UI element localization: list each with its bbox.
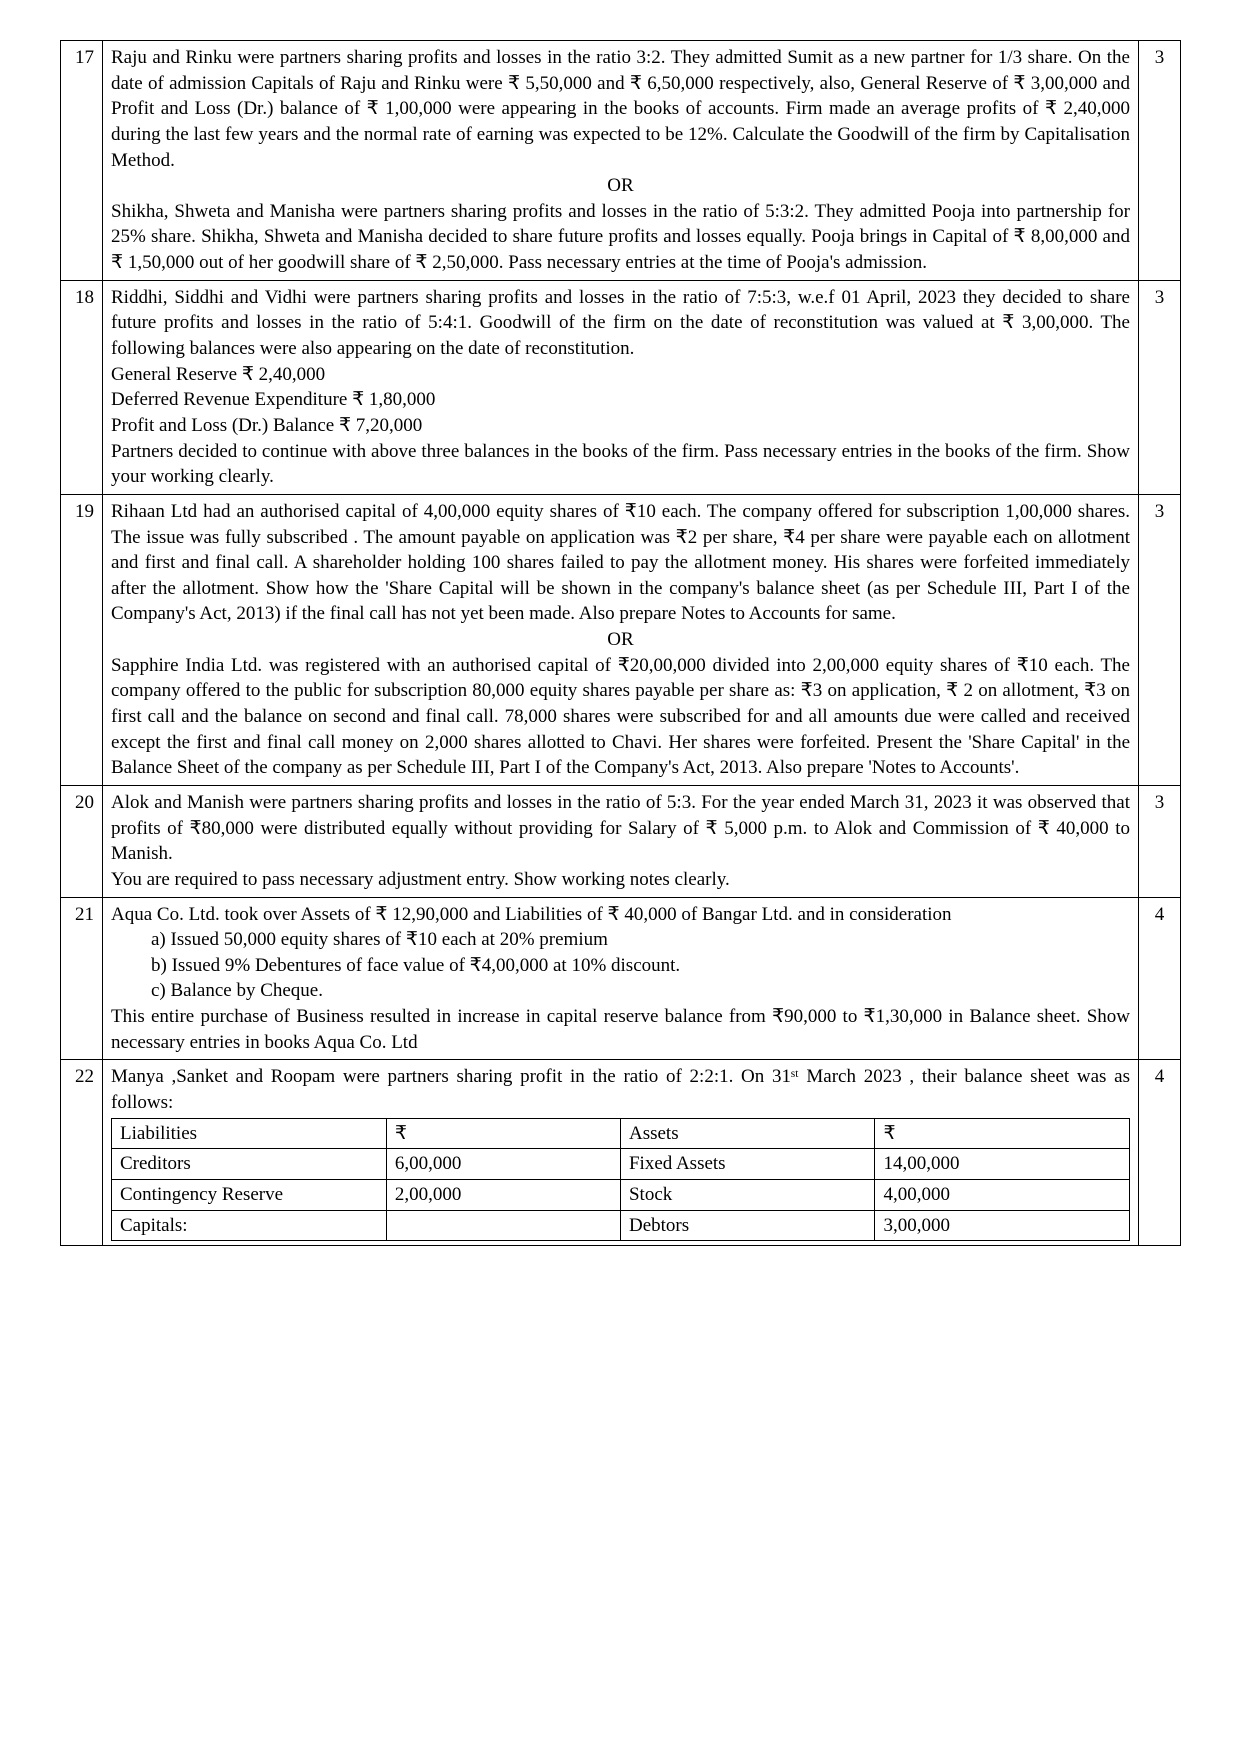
table-row: Creditors6,00,000Fixed Assets14,00,000 [112,1149,1130,1180]
table-cell: 6,00,000 [386,1149,620,1180]
question-paragraph: Raju and Rinku were partners sharing pro… [111,45,1130,173]
question-paragraph: Aqua Co. Ltd. took over Assets of ₹ 12,9… [111,902,1130,928]
table-row: Liabilities₹Assets₹ [112,1118,1130,1149]
table-cell: Stock [620,1179,875,1210]
option-item: b) Issued 9% Debentures of face value of… [151,953,1130,979]
table-cell: 4,00,000 [875,1179,1130,1210]
question-paragraph: Profit and Loss (Dr.) Balance ₹ 7,20,000 [111,413,1130,439]
question-row: 20 Alok and Manish were partners sharing … [61,785,1181,897]
question-number: 22 [61,1060,103,1246]
question-row: 22 Manya ,Sanket and Roopam were partner… [61,1060,1181,1246]
table-cell: Debtors [620,1210,875,1241]
table-cell: 3,00,000 [875,1210,1130,1241]
question-paragraph: Alok and Manish were partners sharing pr… [111,790,1130,867]
table-cell: Fixed Assets [620,1149,875,1180]
question-number: 21 [61,897,103,1060]
marks-text: 4 [1155,1066,1165,1087]
question-body: Rihaan Ltd had an authorised capital of … [103,494,1139,785]
question-number: 17 [61,41,103,281]
or-separator: OR [111,173,1130,199]
question-body: Riddhi, Siddhi and Vidhi were partners s… [103,280,1139,494]
question-paragraph: Manya ,Sanket and Roopam were partners s… [111,1064,1130,1115]
question-marks: 3 [1139,785,1181,897]
question-paragraph: This entire purchase of Business resulte… [111,1004,1130,1055]
question-number: 19 [61,494,103,785]
question-body: Alok and Manish were partners sharing pr… [103,785,1139,897]
marks-text: 4 [1155,904,1165,925]
questions-table: 17 Raju and Rinku were partners sharing p… [60,40,1181,1246]
question-row: 17 Raju and Rinku were partners sharing p… [61,41,1181,281]
marks-text: 3 [1155,47,1165,68]
question-paragraph: General Reserve ₹ 2,40,000 [111,362,1130,388]
question-body: Raju and Rinku were partners sharing pro… [103,41,1139,281]
table-cell: 14,00,000 [875,1149,1130,1180]
question-number-text: 17 [75,47,94,68]
option-item: a) Issued 50,000 equity shares of ₹10 ea… [151,927,1130,953]
question-marks: 3 [1139,280,1181,494]
table-header-cell: Liabilities [112,1118,387,1149]
balance-sheet-table: Liabilities₹Assets₹Creditors6,00,000Fixe… [111,1118,1130,1242]
marks-text: 3 [1155,792,1165,813]
table-cell: Contingency Reserve [112,1179,387,1210]
question-number-text: 18 [75,287,94,308]
table-header-cell: Assets [620,1118,875,1149]
table-row: Capitals: Debtors3,00,000 [112,1210,1130,1241]
question-body: Aqua Co. Ltd. took over Assets of ₹ 12,9… [103,897,1139,1060]
question-marks: 4 [1139,1060,1181,1246]
question-row: 19 Rihaan Ltd had an authorised capital o… [61,494,1181,785]
option-list: a) Issued 50,000 equity shares of ₹10 ea… [111,927,1130,1004]
question-row: 18 Riddhi, Siddhi and Vidhi were partners… [61,280,1181,494]
exam-page: 17 Raju and Rinku were partners sharing p… [0,0,1241,1286]
question-paragraph: You are required to pass necessary adjus… [111,867,1130,893]
question-paragraph: Riddhi, Siddhi and Vidhi were partners s… [111,285,1130,362]
table-cell: 2,00,000 [386,1179,620,1210]
question-paragraph: Sapphire India Ltd. was registered with … [111,653,1130,781]
table-cell: Creditors [112,1149,387,1180]
question-number-text: 20 [75,792,94,813]
marks-text: 3 [1155,287,1165,308]
question-paragraph: Shikha, Shweta and Manisha were partners… [111,199,1130,276]
question-body: Manya ,Sanket and Roopam were partners s… [103,1060,1139,1246]
question-marks: 3 [1139,41,1181,281]
question-number: 18 [61,280,103,494]
question-paragraph: Deferred Revenue Expenditure ₹ 1,80,000 [111,387,1130,413]
or-separator: OR [111,627,1130,653]
marks-text: 3 [1155,501,1165,522]
question-number-text: 21 [75,904,94,925]
table-row: Contingency Reserve2,00,000Stock4,00,000 [112,1179,1130,1210]
question-marks: 4 [1139,897,1181,1060]
table-header-cell: ₹ [386,1118,620,1149]
question-number: 20 [61,785,103,897]
table-cell [386,1210,620,1241]
option-item: c) Balance by Cheque. [151,978,1130,1004]
question-number-text: 19 [75,501,94,522]
table-header-cell: ₹ [875,1118,1130,1149]
question-paragraph: Partners decided to continue with above … [111,439,1130,490]
question-number-text: 22 [75,1066,94,1087]
table-cell: Capitals: [112,1210,387,1241]
question-marks: 3 [1139,494,1181,785]
question-paragraph: Rihaan Ltd had an authorised capital of … [111,499,1130,627]
question-row: 21 Aqua Co. Ltd. took over Assets of ₹ 12… [61,897,1181,1060]
